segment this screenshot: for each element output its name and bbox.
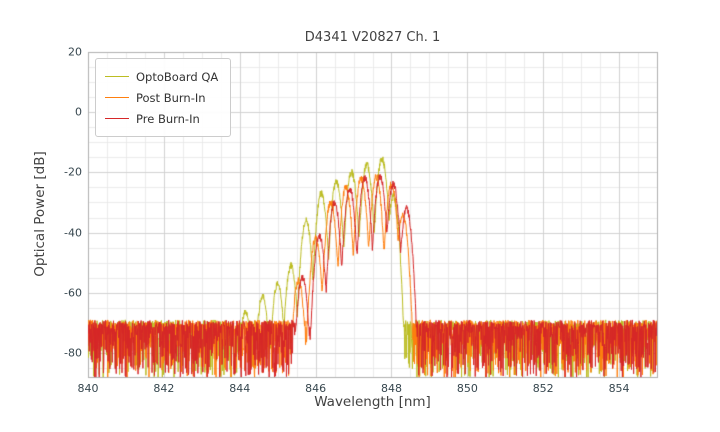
y-tick-label: -60 — [64, 286, 82, 300]
x-tick-label: 844 — [229, 382, 251, 395]
x-tick-label: 846 — [305, 382, 327, 395]
x-tick-label: 850 — [456, 382, 478, 395]
x-tick-label: 854 — [608, 382, 630, 395]
legend-label: OptoBoard QA — [136, 69, 219, 84]
x-tick-label: 840 — [77, 382, 99, 395]
x-tick-label: 852 — [532, 382, 554, 395]
chart-title: D4341 V20827 Ch. 1 — [304, 30, 441, 45]
legend-line-swatch — [105, 118, 129, 119]
y-tick-label: -40 — [64, 226, 82, 240]
legend-label: Post Burn-In — [136, 90, 206, 105]
legend-line-swatch — [105, 76, 129, 77]
y-tick-label: -80 — [64, 346, 82, 360]
y-tick-label: 20 — [68, 45, 82, 59]
y-tick-label: 0 — [75, 105, 82, 119]
x-axis-label: Wavelength [nm] — [314, 394, 431, 410]
legend-item: OptoBoard QA — [105, 66, 218, 87]
legend-item: Post Burn-In — [105, 87, 218, 108]
legend-label: Pre Burn-In — [136, 111, 200, 126]
x-tick-label: 848 — [380, 382, 402, 395]
legend: OptoBoard QA Post Burn-In Pre Burn-In — [95, 58, 232, 137]
x-tick-label: 842 — [153, 382, 175, 395]
legend-item: Pre Burn-In — [105, 108, 218, 129]
legend-line-swatch — [105, 97, 129, 98]
y-tick-label: -20 — [64, 165, 82, 179]
